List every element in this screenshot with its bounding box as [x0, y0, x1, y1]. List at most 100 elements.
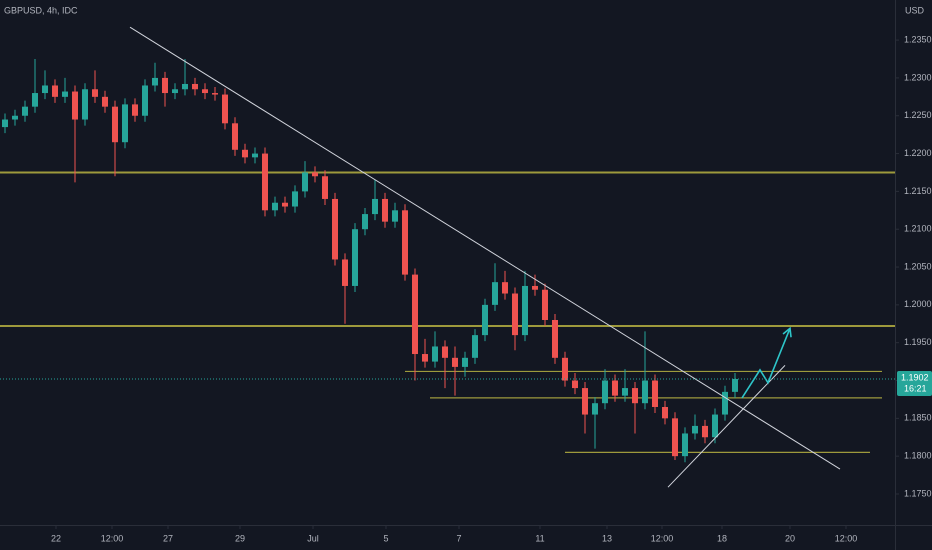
candle-body [492, 282, 498, 305]
x-tick-label: 22 [51, 533, 61, 543]
candle-body [652, 380, 658, 407]
y-tick-label: 1.2350 [904, 34, 932, 44]
x-tick-label: 27 [163, 533, 173, 543]
chart-title: GBPUSD, 4h, IDC [4, 5, 78, 15]
candle-body [502, 282, 508, 294]
candle-body [72, 91, 78, 120]
candle-body [332, 198, 338, 260]
candle-body [272, 202, 278, 211]
candle-body [602, 380, 608, 404]
x-tick-label: 5 [383, 533, 388, 543]
candle-body [432, 346, 438, 362]
candle-body [352, 229, 358, 286]
candle-body [472, 335, 478, 358]
candle-body [582, 388, 588, 415]
candle-body [222, 94, 228, 124]
candle-body [372, 198, 378, 215]
candle-body [132, 104, 138, 116]
candle-body [482, 304, 488, 336]
projection-arrow [741, 328, 791, 399]
candle-body [632, 388, 638, 404]
y-tick-label: 1.1850 [904, 413, 932, 423]
candle-body [552, 319, 558, 358]
candle-body [302, 172, 308, 192]
y-tick-label: 1.1750 [904, 488, 932, 498]
trend-line [667, 365, 786, 488]
candle-body [722, 391, 728, 415]
candle-body [402, 210, 408, 275]
candle-body [172, 89, 178, 94]
y-tick-label: 1.1800 [904, 451, 932, 461]
candle-body [672, 418, 678, 457]
candle-body [542, 289, 548, 320]
candle-body [112, 106, 118, 143]
candle-body [162, 77, 168, 94]
candle-body [692, 425, 698, 434]
last-price-tag [897, 370, 932, 396]
candle-body [702, 425, 708, 438]
candle-body [312, 172, 318, 177]
candle-body [12, 115, 18, 120]
candle-body [462, 357, 468, 367]
candle-body [392, 210, 398, 222]
candle-body [32, 93, 38, 107]
candle-body [362, 214, 368, 230]
candle-body [232, 123, 238, 150]
candle-body [342, 259, 348, 286]
candle-body [52, 85, 58, 97]
candle-body [732, 378, 738, 392]
candle-body [252, 153, 258, 158]
candle-body [2, 119, 8, 128]
candle-body [142, 85, 148, 116]
candle-body [262, 153, 268, 211]
y-tick-label: 1.2100 [904, 224, 932, 234]
y-axis-label: USD [905, 5, 925, 15]
candle-body [412, 274, 418, 355]
trend-line [129, 26, 841, 470]
countdown-label: 16:21 [904, 383, 927, 393]
candle-body [282, 202, 288, 207]
candle-body [592, 403, 598, 415]
candle-body [662, 406, 668, 419]
candle-body [42, 85, 48, 94]
x-tick-label: Jul [307, 533, 319, 543]
candle-body [452, 357, 458, 367]
x-tick-label: 11 [535, 533, 544, 543]
y-tick-label: 1.2200 [904, 148, 932, 158]
candle-body [152, 77, 158, 86]
candle-body [522, 285, 528, 336]
candle-body [422, 354, 428, 362]
candle-body [512, 293, 518, 336]
candle-body [642, 380, 648, 404]
candle-body [202, 89, 208, 94]
candle-body [442, 346, 448, 358]
candle-body [242, 149, 248, 158]
last-price-label: 1.1902 [901, 372, 929, 382]
y-tick-label: 1.2050 [904, 261, 932, 271]
x-tick-label: 12:00 [835, 533, 858, 543]
candle-body [82, 89, 88, 120]
y-tick-label: 1.2150 [904, 186, 932, 196]
candle-body [62, 91, 68, 97]
y-tick-label: 1.1950 [904, 337, 932, 347]
candle-body [322, 176, 328, 199]
x-tick-label: 29 [235, 533, 245, 543]
candle-body [572, 380, 578, 389]
candle-body [102, 96, 108, 107]
arrow-head [782, 326, 792, 338]
candle-body [192, 83, 198, 90]
candle-body [212, 93, 218, 95]
y-tick-label: 1.2250 [904, 110, 932, 120]
candle-body [612, 380, 618, 396]
candle-body [22, 106, 28, 116]
y-tick-label: 1.2300 [904, 72, 932, 82]
candle-body [382, 198, 388, 222]
x-tick-label: 12:00 [651, 533, 674, 543]
candle-body [182, 83, 188, 90]
candle-body [532, 285, 538, 290]
x-tick-label: 13 [602, 533, 612, 543]
candle-body [712, 414, 718, 438]
candle-body [122, 104, 128, 143]
